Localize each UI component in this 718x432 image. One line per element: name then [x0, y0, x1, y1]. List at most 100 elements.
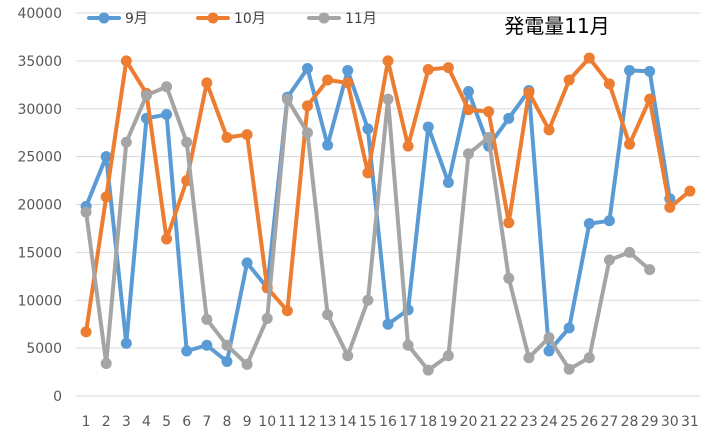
data-point — [382, 93, 394, 105]
legend: 9月 10月 11月 — [87, 11, 377, 27]
data-point — [422, 364, 434, 376]
data-point — [503, 217, 515, 229]
data-point — [402, 140, 414, 152]
data-point — [422, 63, 434, 75]
x-tick-label: 23 — [520, 414, 538, 430]
data-point — [523, 352, 535, 364]
data-point — [221, 356, 233, 368]
y-tick-label: 40000 — [17, 6, 62, 22]
data-point — [221, 131, 233, 143]
x-tick-label: 14 — [339, 414, 357, 430]
data-point — [664, 201, 676, 213]
x-tick-label: 27 — [601, 414, 619, 430]
data-point — [603, 78, 615, 90]
legend-marker — [318, 12, 330, 24]
data-point — [402, 339, 414, 351]
data-point — [624, 138, 636, 150]
data-point — [442, 176, 454, 188]
data-point — [583, 218, 595, 230]
legend-marker — [98, 12, 110, 24]
data-point — [442, 350, 454, 362]
data-point — [241, 358, 253, 370]
y-axis-ticks: 0 5000 10000 15000 20000 25000 30000 35000 40000 — [17, 6, 62, 405]
y-tick-label: 0 — [53, 389, 62, 405]
data-point — [442, 62, 454, 74]
legend-marker — [207, 12, 219, 24]
y-tick-label: 35000 — [17, 54, 62, 70]
data-point — [463, 86, 475, 98]
data-point — [281, 305, 293, 317]
x-tick-label: 15 — [359, 414, 377, 430]
data-point — [603, 215, 615, 227]
data-point — [201, 313, 213, 325]
x-tick-label: 26 — [580, 414, 598, 430]
data-point — [563, 322, 575, 334]
series-3 — [80, 81, 656, 376]
data-point — [120, 55, 132, 67]
data-point — [161, 233, 173, 245]
data-point — [503, 272, 515, 284]
data-point — [644, 93, 656, 105]
x-axis-ticks: 1 2 3 4 5 6 7 8 9 10 11 12 13 14 15 16 17 18 19 20 21 22 23 24 2… — [82, 414, 699, 430]
x-tick-label: 31 — [681, 414, 699, 430]
x-tick-label: 4 — [142, 414, 151, 430]
x-tick-label: 21 — [480, 414, 498, 430]
data-point — [624, 246, 636, 258]
data-point — [543, 332, 555, 344]
data-point — [301, 100, 313, 112]
data-point — [523, 86, 535, 98]
y-tick-label: 30000 — [17, 102, 62, 118]
data-point — [382, 318, 394, 330]
data-point — [120, 337, 132, 349]
data-point — [261, 312, 273, 324]
data-point — [221, 339, 233, 351]
y-tick-label: 5000 — [26, 341, 62, 357]
x-tick-label: 8 — [223, 414, 232, 430]
x-tick-label: 10 — [258, 414, 276, 430]
x-tick-label: 6 — [182, 414, 191, 430]
x-tick-label: 18 — [419, 414, 437, 430]
data-point — [603, 254, 615, 266]
data-point — [644, 65, 656, 77]
data-point — [201, 339, 213, 351]
data-point — [342, 77, 354, 89]
x-tick-label: 2 — [102, 414, 111, 430]
data-point — [120, 136, 132, 148]
data-point — [422, 121, 434, 133]
x-tick-label: 25 — [560, 414, 578, 430]
x-tick-label: 30 — [661, 414, 679, 430]
data-point — [100, 357, 112, 369]
y-tick-label: 15000 — [17, 245, 62, 261]
data-point — [201, 77, 213, 89]
data-point — [563, 74, 575, 86]
data-point — [583, 352, 595, 364]
chart-title: 発電量11月 — [504, 14, 609, 38]
x-tick-label: 9 — [243, 414, 252, 430]
y-tick-label: 20000 — [17, 198, 62, 214]
data-point — [301, 63, 313, 75]
x-tick-label: 1 — [82, 414, 91, 430]
data-point — [463, 148, 475, 160]
data-point — [322, 139, 334, 151]
x-tick-label: 17 — [399, 414, 417, 430]
data-point — [301, 127, 313, 139]
x-tick-label: 3 — [122, 414, 131, 430]
data-point — [80, 206, 92, 218]
x-tick-label: 13 — [319, 414, 337, 430]
data-point — [362, 167, 374, 179]
data-point — [624, 64, 636, 76]
data-point — [241, 257, 253, 269]
data-point — [161, 81, 173, 93]
data-point — [322, 309, 334, 321]
x-tick-label: 5 — [162, 414, 171, 430]
data-point — [563, 363, 575, 375]
x-tick-label: 7 — [202, 414, 211, 430]
data-point — [241, 129, 253, 141]
data-point — [181, 136, 193, 148]
data-point — [342, 64, 354, 76]
data-point — [644, 264, 656, 276]
x-tick-label: 20 — [460, 414, 478, 430]
data-point — [382, 55, 394, 67]
data-point — [181, 345, 193, 357]
x-tick-label: 24 — [540, 414, 558, 430]
